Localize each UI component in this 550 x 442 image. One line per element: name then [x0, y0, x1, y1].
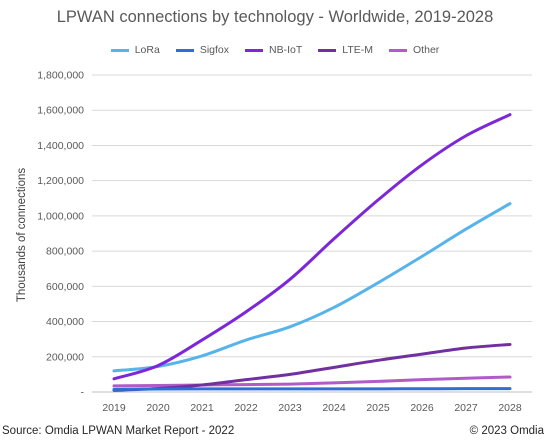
y-tick-label: 1,400,000 — [37, 140, 84, 152]
legend-label: Sigfox — [199, 44, 230, 56]
legend-item: Sigfox — [175, 44, 230, 56]
legend-label: NB-IoT — [269, 44, 303, 56]
x-tick-label: 2019 — [102, 402, 126, 414]
y-tick-label: 800,000 — [46, 246, 84, 258]
series-line-other — [112, 375, 512, 388]
x-tick-label: 2020 — [146, 402, 170, 414]
legend-label: LoRa — [134, 44, 160, 56]
y-tick-label: - — [81, 387, 85, 399]
x-tick-label: 2026 — [410, 402, 434, 414]
legend-swatch — [175, 48, 194, 52]
series-line-lora — [112, 202, 512, 373]
y-tick-label: 400,000 — [46, 316, 84, 328]
series-line-sigfox — [112, 387, 512, 391]
y-tick-label: 1,000,000 — [37, 210, 84, 222]
legend-item: NB-IoT — [245, 44, 302, 56]
legend-label: Other — [413, 44, 440, 56]
x-tick-label: 2022 — [234, 402, 258, 414]
chart-title: LPWAN connections by technology - Worldw… — [56, 8, 494, 26]
legend-item: LoRa — [110, 44, 160, 56]
legend-item: LTE-M — [318, 44, 373, 56]
x-tick-label: 2025 — [366, 402, 390, 414]
source-note: Source: Omdia LPWAN Market Report - 2022 — [2, 425, 235, 437]
legend-swatch — [245, 48, 264, 52]
legend-item: Other — [389, 44, 439, 56]
legend-label: LTE-M — [342, 44, 374, 56]
series-line-nb-iot — [112, 113, 512, 381]
y-tick-label: 1,800,000 — [37, 70, 84, 82]
legend-swatch — [318, 48, 337, 52]
x-tick-label: 2027 — [454, 402, 478, 414]
x-tick-label: 2021 — [190, 402, 214, 414]
y-tick-label: 1,600,000 — [37, 105, 84, 117]
copyright-note: © 2023 Omdia — [469, 425, 544, 437]
y-axis-title: Thousands of connections — [16, 167, 28, 303]
legend-swatch — [110, 48, 129, 52]
series-line-lte-m — [112, 342, 512, 392]
x-tick-label: 2023 — [278, 402, 302, 414]
y-tick-label: 600,000 — [46, 281, 84, 293]
chart-legend: LoRa Sigfox NB-IoT LTE-M Other — [0, 44, 550, 56]
x-tick-label: 2024 — [322, 402, 346, 414]
y-tick-label: 1,200,000 — [37, 175, 84, 187]
legend-swatch — [389, 48, 408, 52]
x-tick-label: 2028 — [498, 402, 522, 414]
y-tick-label: 200,000 — [46, 351, 84, 363]
